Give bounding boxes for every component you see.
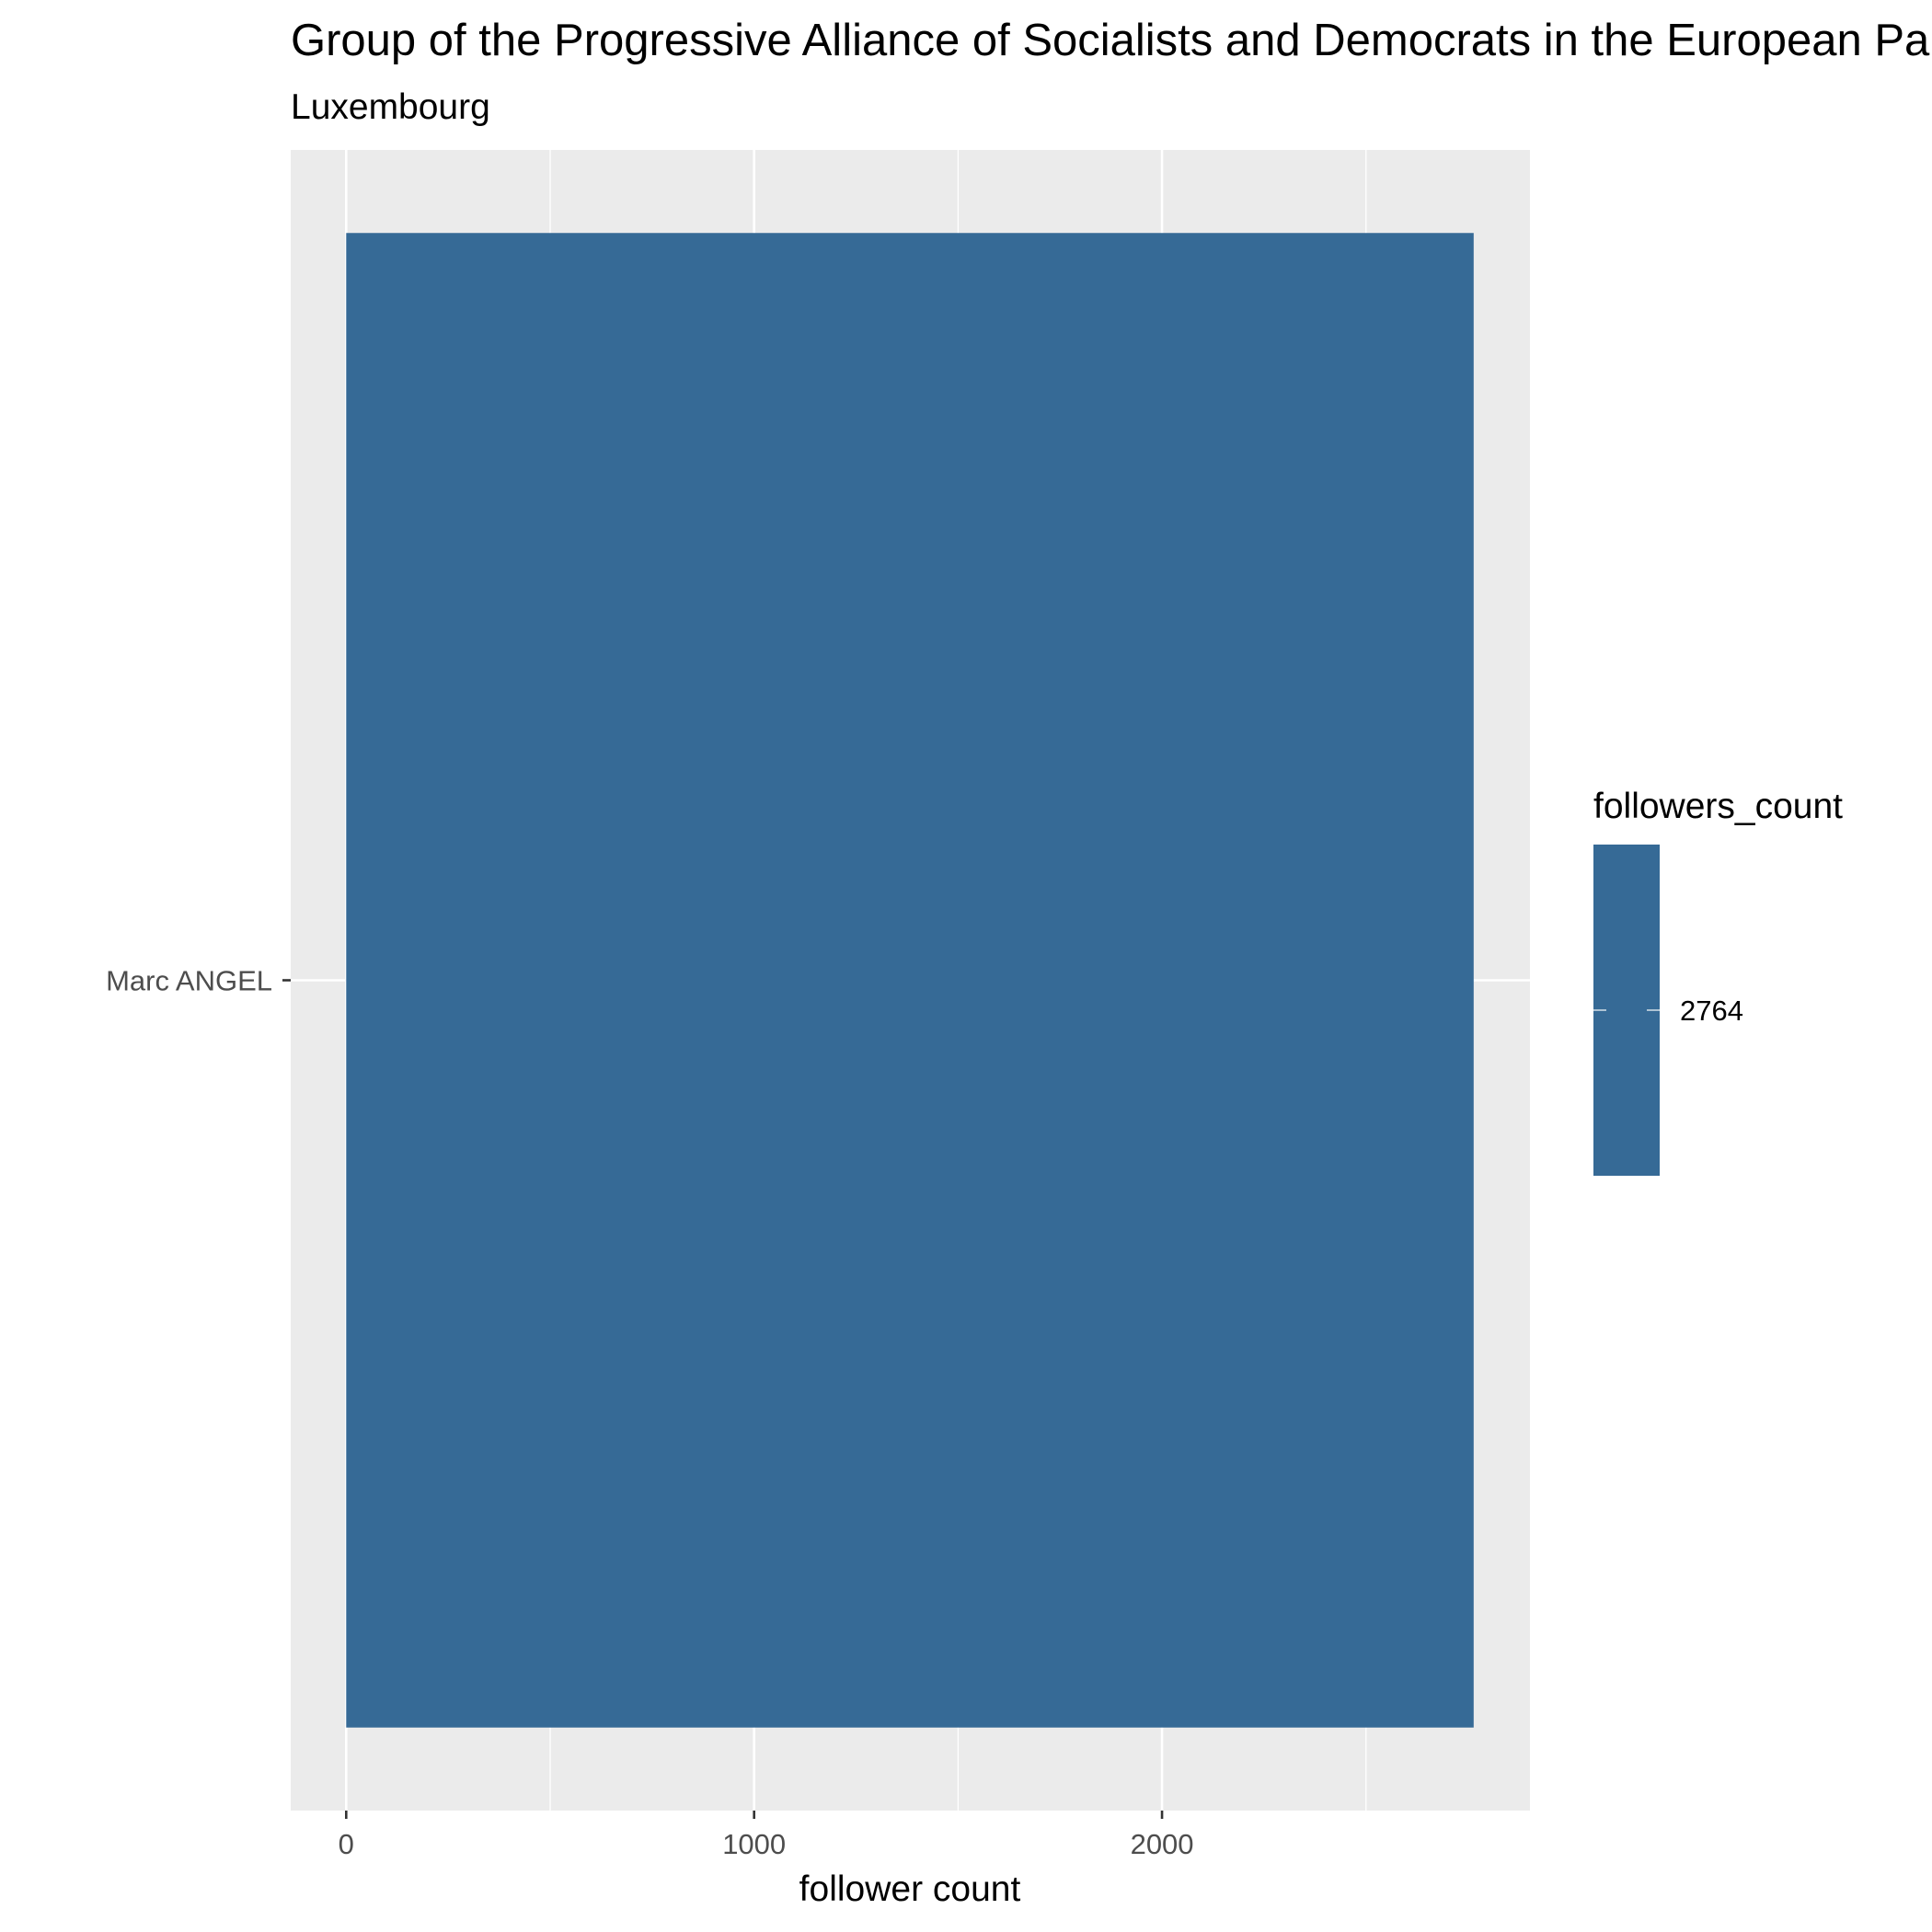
legend-label: 2764 — [1680, 995, 1743, 1027]
chart-subtitle: Luxembourg — [291, 87, 490, 127]
y-axis: Marc ANGEL — [106, 965, 291, 997]
x-axis: 0 1000 2000 — [339, 1811, 1194, 1860]
x-tick-label: 2000 — [1131, 1828, 1194, 1860]
x-tick-label: 1000 — [722, 1828, 786, 1860]
bar — [346, 233, 1474, 1728]
legend-title: followers_count — [1593, 787, 1843, 826]
x-tick-label: 0 — [339, 1828, 354, 1860]
bars — [346, 233, 1474, 1728]
chart-title: Group of the Progressive Alliance of Soc… — [291, 16, 1932, 65]
legend: followers_count 2764 — [1593, 787, 1843, 1176]
x-axis-title: follower count — [799, 1869, 1021, 1909]
y-tick-label: Marc ANGEL — [106, 965, 272, 997]
